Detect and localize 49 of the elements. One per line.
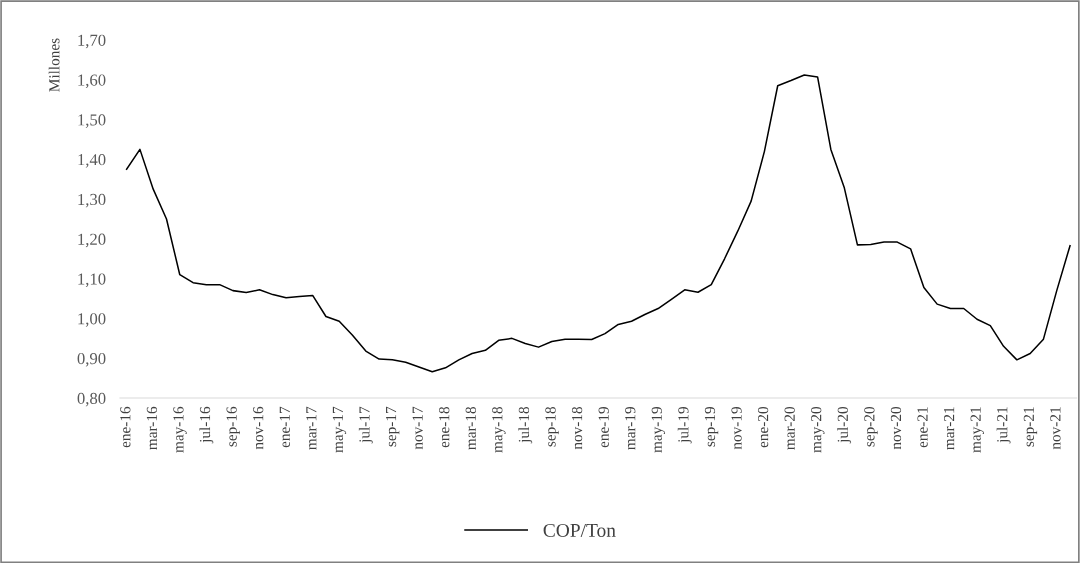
y-tick-label: 1,00 — [78, 313, 106, 327]
y-tick-label: 1,30 — [78, 193, 106, 208]
x-tick-label: ene-17 — [279, 406, 290, 448]
legend-label: COP/Ton — [543, 523, 616, 537]
line-series — [125, 74, 1071, 373]
y-tick-label: 1,10 — [78, 273, 106, 288]
x-tick-label: sep-19 — [704, 407, 719, 447]
y-tick-label: 0,80 — [77, 392, 106, 407]
x-tick-label: jul-16 — [199, 406, 214, 444]
x-tick-label: mar-16 — [146, 406, 158, 450]
x-tick-label: jul-20 — [837, 406, 852, 444]
x-tick-label: mar-17 — [306, 406, 317, 450]
y-tick-label: 1,70 — [78, 34, 106, 49]
x-tick-label: jul-19 — [677, 407, 692, 444]
x-tick-label: ene-20 — [757, 406, 769, 448]
y-axis-title: Millones — [48, 38, 60, 92]
x-tick-label: may-18 — [492, 406, 506, 453]
y-tick-label: 1,20 — [78, 233, 106, 248]
x-tick-label: jul-18 — [518, 406, 533, 444]
y-tick-label: 0,90 — [77, 352, 106, 367]
x-tick-label: ene-16 — [120, 406, 131, 448]
x-tick-label: jul-17 — [358, 406, 373, 444]
x-tick-label: sep-17 — [385, 406, 400, 447]
x-tick-label: ene-18 — [439, 406, 450, 448]
x-tick-label: sep-20 — [864, 406, 878, 447]
x-tick-label: may-21 — [970, 407, 984, 453]
x-tick-label: mar-20 — [784, 406, 795, 450]
x-tick-label: may-20 — [811, 406, 825, 453]
x-tick-label: ene-19 — [598, 407, 609, 448]
x-tick-label: sep-16 — [226, 406, 240, 447]
x-tick-label: may-17 — [332, 406, 347, 453]
y-tick-label: 1,40 — [78, 154, 106, 168]
x-tick-label: nov-19 — [731, 407, 742, 450]
x-tick-label: may-19 — [651, 407, 666, 453]
x-tick-label: nov-20 — [890, 406, 902, 450]
x-tick-label: mar-19 — [625, 407, 636, 450]
x-tick-label: nov-21 — [1050, 407, 1061, 450]
x-tick-label: may-16 — [173, 406, 187, 453]
y-tick-label: 1,50 — [78, 114, 106, 128]
y-tick-label: 1,60 — [78, 74, 106, 89]
x-tick-label: ene-21 — [917, 407, 928, 448]
x-tick-label: sep-18 — [545, 406, 559, 447]
x-tick-label: sep-21 — [1023, 407, 1038, 447]
x-tick-label: jul-21 — [996, 407, 1011, 444]
x-tick-label: mar-18 — [465, 406, 476, 450]
x-tick-label: nov-17 — [412, 406, 423, 450]
x-tick-label: nov-16 — [253, 406, 264, 450]
x-tick-label: nov-18 — [571, 406, 583, 450]
x-tick-label: mar-21 — [944, 407, 955, 450]
